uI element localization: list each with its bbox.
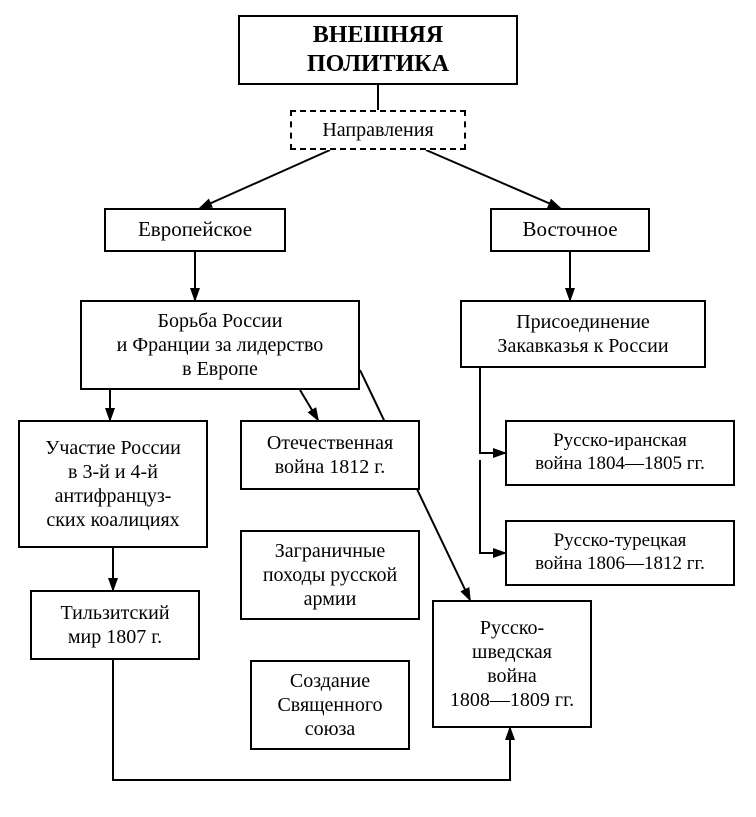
node-label: Заграничныепоходы русскойармии — [263, 539, 397, 611]
node-war1812: Отечественнаявойна 1812 г. — [240, 420, 420, 490]
node-swedish: Русско-шведскаявойна1808—1809 гг. — [432, 600, 592, 728]
edge-transcauc-to-turkish — [480, 460, 505, 553]
node-label: Европейское — [138, 217, 252, 242]
node-label: Направления — [322, 118, 433, 142]
node-struggle: Борьба Россиии Франции за лидерствов Евр… — [80, 300, 360, 390]
node-european: Европейское — [104, 208, 286, 252]
node-transcauc: ПрисоединениеЗакавказья к России — [460, 300, 706, 368]
node-label: Русско-шведскаявойна1808—1809 гг. — [450, 616, 574, 712]
node-turkish: Русско-турецкаявойна 1806—1812 гг. — [505, 520, 735, 586]
node-title: ВНЕШНЯЯПОЛИТИКА — [238, 15, 518, 85]
node-label: ПрисоединениеЗакавказья к России — [497, 310, 668, 358]
edge-struggle-to-war1812 — [300, 390, 318, 420]
node-label: Участие Россиив 3-й и 4-йантифранцуз-ски… — [45, 436, 181, 532]
node-directions: Направления — [290, 110, 466, 150]
node-label: Восточное — [522, 217, 617, 242]
node-label: ВНЕШНЯЯПОЛИТИКА — [307, 21, 449, 79]
node-iranian: Русско-иранскаявойна 1804—1805 гг. — [505, 420, 735, 486]
node-tilsit: Тильзитскиймир 1807 г. — [30, 590, 200, 660]
edge-directions-to-european — [200, 150, 330, 208]
node-eastern: Восточное — [490, 208, 650, 252]
node-label: Борьба Россиии Франции за лидерствов Евр… — [117, 309, 324, 381]
node-label: Русско-иранскаявойна 1804—1805 гг. — [535, 430, 705, 476]
node-label: Отечественнаявойна 1812 г. — [267, 431, 393, 479]
node-label: Русско-турецкаявойна 1806—1812 гг. — [535, 530, 705, 576]
node-label: Тильзитскиймир 1807 г. — [60, 601, 169, 649]
diagram-stage: ВНЕШНЯЯПОЛИТИКА Направления Европейское Вос… — [0, 0, 756, 817]
node-alliance: СозданиеСвященногосоюза — [250, 660, 410, 750]
node-coalitions: Участие Россиив 3-й и 4-йантифранцуз-ски… — [18, 420, 208, 548]
node-label: СозданиеСвященногосоюза — [277, 669, 382, 741]
edge-directions-to-eastern — [426, 150, 560, 208]
node-foreign: Заграничныепоходы русскойармии — [240, 530, 420, 620]
edge-transcauc-to-iranian — [480, 368, 505, 453]
